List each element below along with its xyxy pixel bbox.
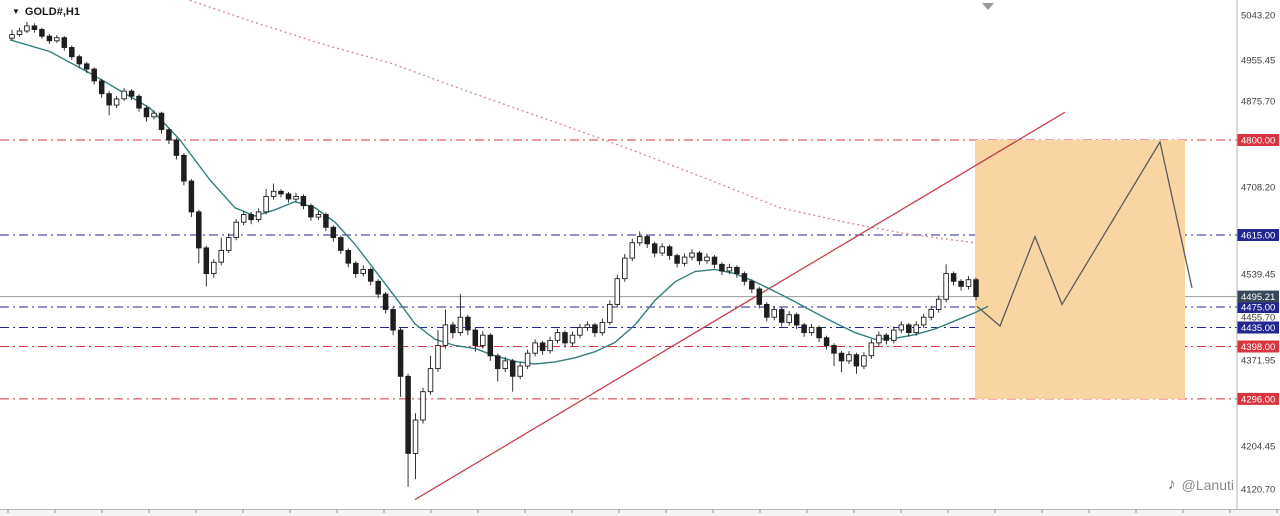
candles-layer — [9, 21, 979, 487]
price-level-badge: 4398.00 — [1237, 340, 1279, 353]
music-note-icon: ♪ — [1167, 476, 1176, 493]
current-price-badge: 4495.21 — [1237, 290, 1279, 303]
svg-text:4455.70: 4455.70 — [1241, 312, 1275, 323]
price-level-badge: 4435.00 — [1237, 321, 1279, 334]
price-axis[interactable] — [1236, 0, 1280, 516]
projection-path[interactable] — [976, 140, 1193, 328]
svg-text:4475.00: 4475.00 — [1241, 303, 1275, 314]
svg-text:4435.00: 4435.00 — [1241, 323, 1275, 334]
watermark: ♪ @Lanuti — [1168, 476, 1234, 494]
projection-zone[interactable] — [975, 139, 1185, 399]
watermark-handle: @Lanuti — [1181, 477, 1234, 493]
svg-text:4120.70: 4120.70 — [1241, 485, 1275, 496]
svg-text:4615.00: 4615.00 — [1241, 231, 1275, 242]
symbol-label: GOLD#,H1 — [24, 6, 80, 18]
symbol-dropdown-icon[interactable]: ▼ — [12, 7, 20, 16]
svg-text:4398.00: 4398.00 — [1241, 342, 1275, 353]
svg-text:4875.70: 4875.70 — [1241, 97, 1275, 108]
price-level-badge: 4475.00 — [1237, 301, 1279, 314]
svg-text:4296.00: 4296.00 — [1241, 394, 1275, 405]
svg-text:4800.00: 4800.00 — [1241, 136, 1275, 147]
price-axis-ticks: 5043.20 4955.45 4875.70 4708.20 4539.45 4455.… — [1241, 11, 1275, 496]
svg-text:4955.45: 4955.45 — [1241, 56, 1275, 67]
price-level-badge: 4800.00 — [1237, 134, 1279, 147]
moving-average-line — [9, 39, 989, 365]
time-axis[interactable] — [0, 509, 1280, 516]
svg-text:4371.95: 4371.95 — [1241, 355, 1275, 366]
ascending-trendline[interactable] — [414, 111, 1066, 501]
svg-text:4495.21: 4495.21 — [1241, 292, 1275, 303]
price-level-badge: 4296.00 — [1237, 392, 1279, 405]
chart-shift-marker[interactable] — [982, 3, 994, 10]
price-level-badge: 4615.00 — [1237, 229, 1279, 242]
symbol-header: ▼ GOLD#,H1 — [12, 6, 80, 18]
svg-text:5043.20: 5043.20 — [1241, 11, 1275, 22]
svg-text:4204.45: 4204.45 — [1241, 442, 1275, 453]
svg-text:4708.20: 4708.20 — [1241, 183, 1275, 194]
svg-text:4539.45: 4539.45 — [1241, 269, 1275, 280]
